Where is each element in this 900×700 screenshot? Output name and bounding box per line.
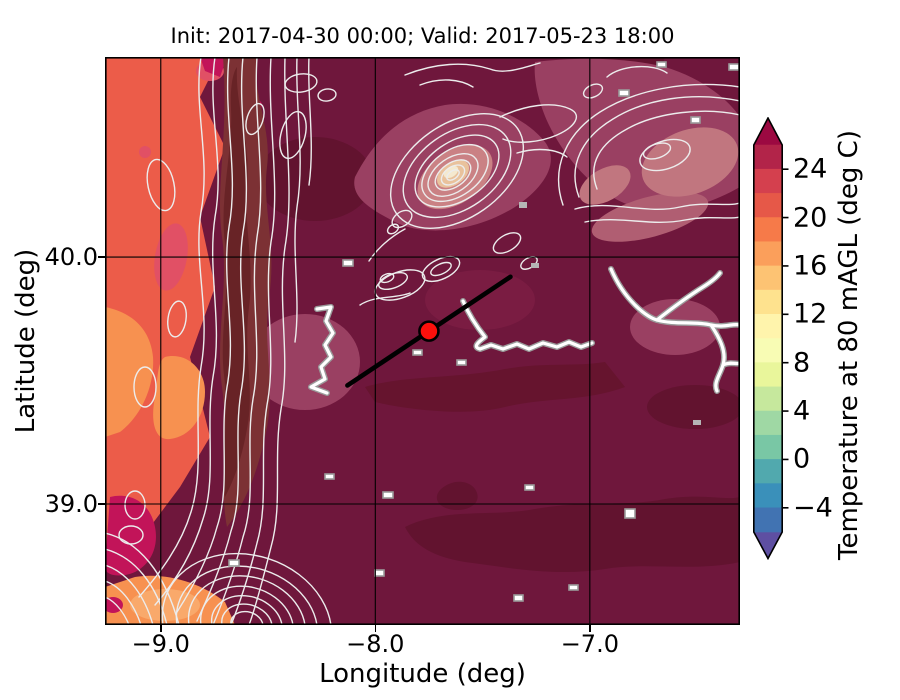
colorbar <box>753 117 789 560</box>
temperature-field <box>105 57 740 625</box>
plot-title: Init: 2017-04-30 00:00; Valid: 2017-05-2… <box>170 24 675 48</box>
colorbar-bands <box>753 118 783 559</box>
colorbar-tick-label: 8 <box>793 347 811 379</box>
x-tick-mark <box>374 625 377 632</box>
colorbar-tick-label: 16 <box>793 250 828 282</box>
y-tick-mark <box>98 256 105 258</box>
x-tick-label: −7.0 <box>560 630 619 658</box>
y-tick-mark <box>98 503 105 505</box>
x-tick-label: −8.0 <box>346 630 405 658</box>
colorbar-tick-marks <box>782 168 789 509</box>
graticule-gridlines <box>105 57 740 625</box>
x-tick-label: −9.0 <box>131 630 190 658</box>
x-tick-mark <box>589 625 591 632</box>
colorbar-axis-label: Temperature at 80 mAGL (deg C) <box>834 130 864 560</box>
y-tick-label: 40.0 <box>44 243 98 272</box>
colorbar-tick-label: 12 <box>793 298 828 330</box>
gray-terrain-specks <box>519 202 701 425</box>
small-water-patches <box>228 61 740 602</box>
map-plot-area <box>105 57 740 625</box>
colorbar-tick-label: 4 <box>793 395 811 427</box>
colorbar-tick-label: 20 <box>793 202 828 234</box>
y-axis-label: Latitude (deg) <box>11 248 41 434</box>
colorbar-tick-label: 0 <box>793 443 811 475</box>
x-axis-label: Longitude (deg) <box>319 659 526 689</box>
plot-border <box>105 57 740 625</box>
station-marker <box>418 320 440 342</box>
colorbar-tick-label: 24 <box>793 153 828 185</box>
colorbar-outline <box>753 117 783 560</box>
elevation-contour-lines <box>105 57 740 625</box>
x-tick-mark <box>160 625 162 632</box>
y-tick-label: 39.0 <box>44 489 98 518</box>
rivers <box>309 267 740 395</box>
temperature-map <box>105 57 740 625</box>
colorbar-tick-label: −4 <box>793 492 833 524</box>
